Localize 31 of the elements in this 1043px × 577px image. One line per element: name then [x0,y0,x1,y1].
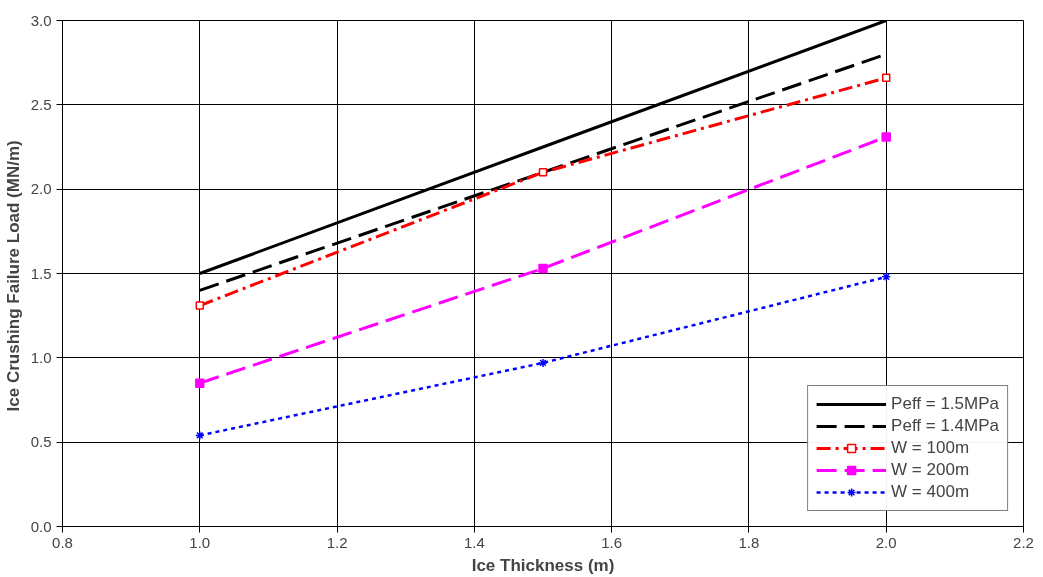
y-tick-label: 0.5 [30,433,52,451]
y-tick-label: 2.0 [30,180,52,198]
point [881,73,891,83]
x-tick-label: 0.8 [52,533,73,551]
point [538,358,548,368]
legend-label: Peff = 1.4MPa [891,416,999,436]
y-axis-title: Ice Crushing Failure Load (MN/m) [3,140,23,412]
x-tick-label: 2.2 [1013,533,1034,551]
y-tick-label: 0.0 [30,517,52,535]
y-tick-label: 2.5 [30,95,52,113]
legend-label: W = 400m [891,482,970,502]
point [195,430,205,441]
point [538,263,548,274]
point [195,378,205,388]
x-tick-label: 1.8 [738,533,760,551]
point [538,168,548,177]
point [881,132,891,142]
y-tick-label: 3.0 [30,11,52,29]
x-tick-label: 1.0 [189,533,211,551]
x-axis-title: Ice Thickness (m) [471,555,615,575]
y-tick-label: 1.0 [30,348,52,366]
x-tick-label: 1.2 [326,533,348,551]
legend-label: Peff = 1.5MPa [891,394,999,414]
legend-label: W = 200m [891,460,970,480]
y-tick-label: 1.5 [30,264,52,282]
x-tick-label: 1.4 [463,533,485,551]
point [195,301,205,310]
x-tick-label: 2.0 [875,533,897,551]
legend-label: W = 100m [891,438,970,458]
x-tick-label: 1.6 [601,533,623,551]
point [881,272,891,282]
